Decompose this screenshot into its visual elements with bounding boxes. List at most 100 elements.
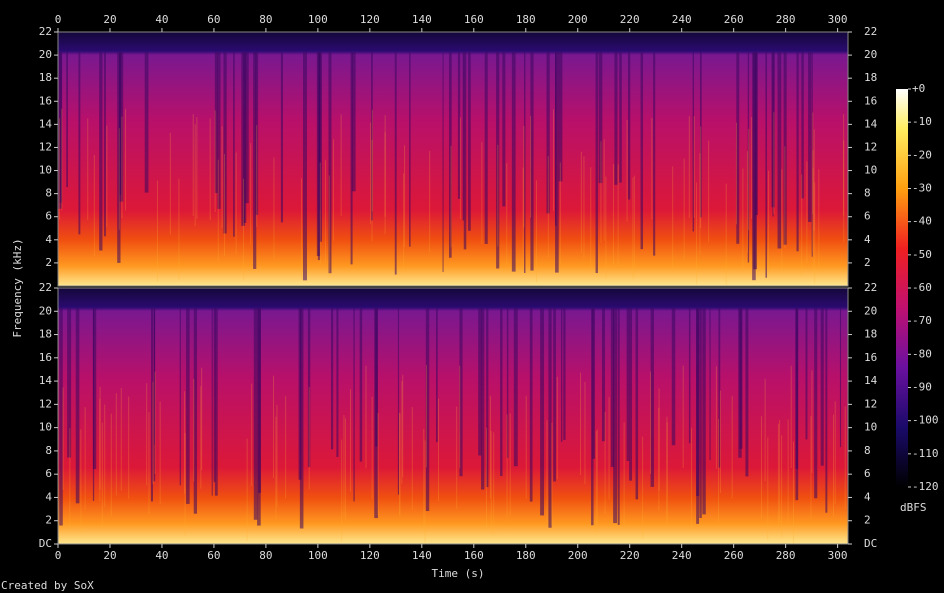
colorbar-tick-label: -120 — [912, 480, 939, 493]
texture — [426, 364, 428, 468]
x-axis-label: Time (s) — [432, 567, 485, 580]
y-tick-label: 2 — [45, 514, 52, 527]
texture — [353, 308, 355, 502]
texture — [496, 52, 500, 269]
texture — [359, 308, 363, 462]
texture — [256, 125, 258, 227]
x-tick-label: 140 — [412, 13, 432, 26]
texture — [811, 370, 813, 473]
texture — [115, 393, 117, 496]
texture — [595, 52, 598, 274]
colorbar-tick-label: -110 — [912, 447, 939, 460]
texture — [253, 52, 257, 269]
x-tick-label: 200 — [568, 549, 588, 562]
texture — [604, 411, 606, 515]
x-tick-label: 300 — [828, 13, 848, 26]
y-tick-label: 20 — [864, 48, 877, 61]
texture — [308, 387, 310, 490]
texture — [403, 173, 405, 275]
y-tick-label: 16 — [39, 94, 52, 107]
texture — [457, 52, 461, 199]
texture — [688, 116, 690, 218]
texture — [186, 308, 190, 504]
colorbar-tick-label: -30 — [912, 182, 932, 195]
texture — [223, 52, 227, 234]
texture — [336, 308, 339, 457]
texture — [843, 113, 845, 216]
texture — [535, 180, 537, 282]
texture — [603, 139, 605, 241]
y-tick-label: 6 — [864, 210, 871, 223]
texture — [551, 422, 553, 526]
y-tick-label: DC — [39, 537, 52, 550]
texture — [152, 381, 154, 485]
texture — [120, 388, 122, 491]
texture — [610, 308, 615, 467]
x-tick-label: 0 — [55, 549, 62, 562]
texture — [700, 126, 702, 229]
x-tick-label: 100 — [308, 549, 328, 562]
y-tick-label: 16 — [864, 351, 877, 364]
texture — [613, 308, 618, 524]
texture — [736, 52, 740, 244]
texture — [529, 308, 533, 502]
texture — [806, 161, 808, 264]
texture — [752, 52, 756, 281]
y-tick-label: 12 — [39, 397, 52, 410]
texture — [666, 422, 668, 525]
texture — [402, 374, 404, 478]
texture — [801, 174, 803, 277]
texture — [351, 52, 356, 192]
texture — [159, 401, 161, 504]
x-tick-label: 40 — [155, 549, 168, 562]
texture — [765, 52, 768, 278]
texture — [777, 423, 779, 527]
texture — [626, 119, 628, 222]
colorbar-tick-label: -40 — [912, 215, 932, 228]
texture — [506, 414, 508, 517]
texture — [211, 308, 213, 496]
texture — [243, 52, 247, 223]
texture — [696, 182, 698, 285]
y-tick-label: 4 — [864, 233, 871, 246]
texture — [745, 308, 749, 477]
texture — [530, 52, 534, 271]
texture — [330, 308, 334, 450]
texture — [59, 308, 63, 526]
texture — [671, 308, 676, 446]
texture — [523, 125, 525, 228]
texture — [795, 308, 799, 501]
texture — [702, 308, 706, 515]
y-tick-label: 10 — [864, 421, 877, 434]
spectrogram-panel — [58, 32, 848, 286]
texture — [773, 112, 775, 214]
texture — [814, 308, 818, 499]
texture — [153, 308, 156, 482]
texture — [486, 308, 489, 488]
texture — [672, 166, 674, 269]
texture — [350, 52, 353, 265]
texture — [509, 413, 511, 516]
texture — [748, 128, 750, 231]
texture — [658, 388, 660, 491]
texture — [558, 52, 563, 182]
y-tick-label: 22 — [864, 281, 877, 294]
x-tick-label: 260 — [724, 13, 744, 26]
texture — [525, 396, 527, 499]
y-tick-label: 6 — [45, 467, 52, 480]
y-tick-label: 4 — [45, 490, 52, 503]
texture — [600, 141, 602, 243]
spectrogram-panel — [58, 288, 848, 544]
y-tick-label: 6 — [45, 210, 52, 223]
texture — [601, 308, 606, 442]
colorbar-tick-label: -80 — [912, 347, 932, 360]
texture — [590, 167, 592, 269]
colorbar-tick-label: -20 — [912, 148, 932, 161]
texture — [298, 308, 302, 480]
texture — [580, 372, 582, 476]
x-tick-label: 80 — [259, 549, 272, 562]
texture — [614, 52, 618, 185]
texture — [693, 116, 695, 218]
texture — [273, 375, 275, 479]
texture — [555, 52, 559, 273]
